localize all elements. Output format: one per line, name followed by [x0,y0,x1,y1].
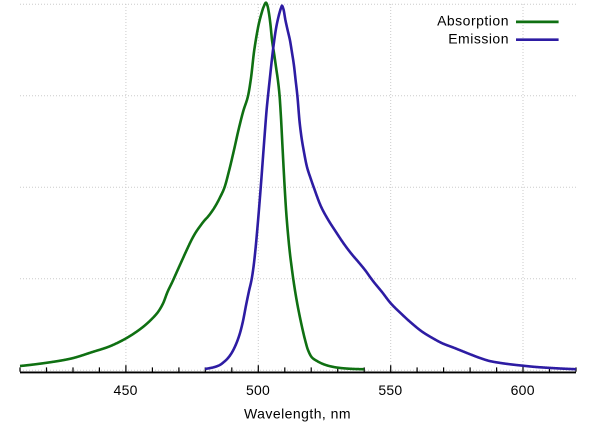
svg-text:600: 600 [511,382,535,398]
svg-text:Absorption: Absorption [437,12,509,28]
svg-text:Emission: Emission [448,31,509,47]
svg-text:550: 550 [378,382,402,398]
svg-text:450: 450 [114,382,138,398]
svg-text:Wavelength, nm: Wavelength, nm [244,406,351,422]
svg-text:500: 500 [246,382,270,398]
